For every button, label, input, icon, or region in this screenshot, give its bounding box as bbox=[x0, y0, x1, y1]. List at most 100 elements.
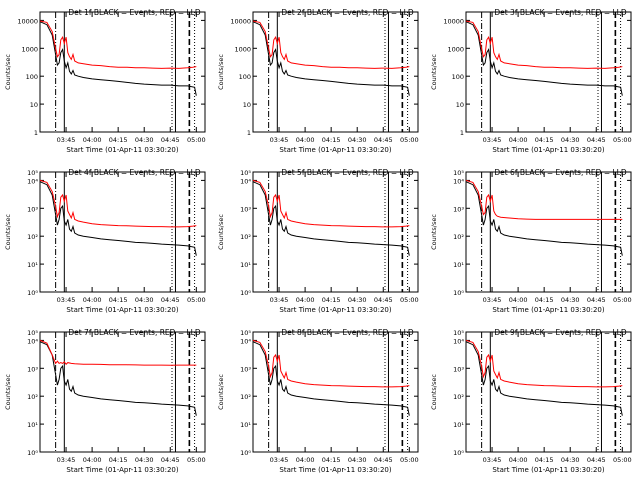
y-tick-label: 10⁴ bbox=[27, 177, 38, 185]
x-tick-label: 04:15 bbox=[322, 296, 341, 304]
chart-title: Det 8f BLACK = Events, RED = LLD bbox=[281, 328, 414, 337]
x-axis-label: Start Time (01-Apr-11 03:30:20) bbox=[66, 466, 178, 474]
plot-frame bbox=[465, 331, 632, 453]
chart-title: Det 5f BLACK = Events, RED = LLD bbox=[281, 168, 414, 177]
y-tick-label: 10³ bbox=[453, 205, 464, 213]
series-line-events bbox=[39, 181, 197, 256]
y-tick-label: 10000 bbox=[17, 17, 38, 25]
y-tick-label: 10¹ bbox=[240, 261, 251, 269]
x-axis-label: Start Time (01-Apr-11 03:30:20) bbox=[492, 466, 604, 474]
x-tick-label: 04:30 bbox=[135, 456, 154, 464]
x-axis-label: Start Time (01-Apr-11 03:30:20) bbox=[492, 306, 604, 314]
y-tick-label: 100 bbox=[452, 73, 464, 81]
x-tick-label: 04:30 bbox=[348, 296, 367, 304]
series-line-lld bbox=[252, 179, 410, 228]
y-tick-label: 10000 bbox=[443, 17, 464, 25]
series-line-lld bbox=[252, 20, 410, 69]
plot-frame bbox=[465, 171, 632, 293]
plot-frame bbox=[252, 331, 419, 453]
chart-title: Det 4f BLACK = Events, RED = LLD bbox=[68, 168, 201, 177]
x-tick-label: 04:00 bbox=[296, 136, 315, 144]
y-axis-label: Counts/sec bbox=[4, 374, 12, 410]
y-tick-label: 10⁵ bbox=[240, 329, 251, 337]
x-tick-label: 04:45 bbox=[161, 456, 180, 464]
series-line-events bbox=[465, 341, 623, 416]
y-tick-label: 10² bbox=[240, 233, 251, 241]
y-tick-label: 10³ bbox=[240, 365, 251, 373]
y-tick-label: 10³ bbox=[453, 365, 464, 373]
y-tick-label: 100 bbox=[26, 73, 38, 81]
y-tick-label: 10⁰ bbox=[453, 449, 464, 457]
series-line-events bbox=[465, 181, 623, 256]
plot-frame bbox=[39, 171, 206, 293]
x-tick-label: 04:15 bbox=[109, 136, 128, 144]
x-tick-label: 05:00 bbox=[400, 136, 419, 144]
y-tick-label: 10² bbox=[27, 393, 38, 401]
x-tick-label: 04:45 bbox=[587, 456, 606, 464]
series-line-lld bbox=[465, 20, 623, 69]
x-tick-label: 04:00 bbox=[296, 456, 315, 464]
x-tick-label: 04:15 bbox=[535, 296, 554, 304]
x-tick-label: 04:30 bbox=[135, 136, 154, 144]
y-tick-label: 10³ bbox=[27, 205, 38, 213]
y-axis-label: Counts/sec bbox=[217, 214, 225, 250]
x-tick-label: 04:00 bbox=[296, 296, 315, 304]
series-line-events bbox=[252, 21, 410, 96]
x-tick-label: 04:30 bbox=[348, 456, 367, 464]
chart-title: Det 7f BLACK = Events, RED = LLD bbox=[68, 328, 201, 337]
x-tick-label: 04:30 bbox=[561, 136, 580, 144]
plot-frame bbox=[39, 331, 206, 453]
series-line-events bbox=[465, 21, 623, 96]
y-axis-label: Counts/sec bbox=[4, 54, 12, 90]
y-tick-label: 10⁰ bbox=[240, 289, 251, 297]
series-line-lld bbox=[465, 339, 623, 388]
chart-panel-9: Det 9f BLACK = Events, RED = LLD 10⁰ 10¹ 10… bbox=[430, 328, 632, 474]
x-tick-label: 05:00 bbox=[400, 296, 419, 304]
y-tick-label: 100 bbox=[239, 73, 251, 81]
x-tick-label: 04:15 bbox=[535, 136, 554, 144]
y-tick-label: 10¹ bbox=[240, 421, 251, 429]
plot-frame bbox=[39, 11, 206, 133]
y-tick-label: 10⁰ bbox=[27, 449, 38, 457]
x-tick-label: 04:45 bbox=[161, 296, 180, 304]
y-tick-label: 10¹ bbox=[27, 421, 38, 429]
x-tick-label: 04:00 bbox=[83, 296, 102, 304]
y-tick-label: 10⁰ bbox=[27, 289, 38, 297]
y-tick-label: 1 bbox=[34, 129, 38, 137]
y-tick-label: 10¹ bbox=[453, 421, 464, 429]
x-tick-label: 04:45 bbox=[374, 136, 393, 144]
x-tick-label: 04:00 bbox=[83, 136, 102, 144]
series-line-lld bbox=[39, 20, 197, 69]
x-tick-label: 04:00 bbox=[83, 456, 102, 464]
y-tick-label: 10⁵ bbox=[240, 169, 251, 177]
y-tick-label: 10 bbox=[456, 101, 464, 109]
x-tick-label: 03:45 bbox=[270, 456, 289, 464]
plot-frame bbox=[465, 11, 632, 133]
x-tick-label: 04:45 bbox=[374, 456, 393, 464]
x-tick-label: 05:00 bbox=[187, 456, 206, 464]
chart-panel-1: Det 1f BLACK = Events, RED = LLD 1 10 100 10… bbox=[4, 8, 206, 154]
x-tick-label: 03:45 bbox=[483, 136, 502, 144]
x-tick-label: 04:45 bbox=[587, 136, 606, 144]
x-tick-label: 04:30 bbox=[135, 296, 154, 304]
x-tick-label: 04:15 bbox=[322, 136, 341, 144]
chart-panel-8: Det 8f BLACK = Events, RED = LLD 10⁰ 10¹ 10… bbox=[217, 328, 419, 474]
y-axis-label: Counts/sec bbox=[217, 54, 225, 90]
y-tick-label: 1 bbox=[247, 129, 251, 137]
y-tick-label: 10¹ bbox=[453, 261, 464, 269]
x-tick-label: 04:45 bbox=[587, 296, 606, 304]
chart-panel-6: Det 6f BLACK = Events, RED = LLD 10⁰ 10¹ 10… bbox=[430, 168, 632, 314]
y-tick-label: 10⁵ bbox=[27, 329, 38, 337]
x-tick-label: 03:45 bbox=[270, 296, 289, 304]
plot-frame bbox=[252, 171, 419, 293]
series-line-events bbox=[252, 341, 410, 416]
x-tick-label: 05:00 bbox=[187, 136, 206, 144]
y-axis-label: Counts/sec bbox=[430, 374, 438, 410]
x-tick-label: 03:45 bbox=[483, 296, 502, 304]
x-tick-label: 05:00 bbox=[400, 456, 419, 464]
x-tick-label: 03:45 bbox=[57, 456, 76, 464]
y-tick-label: 10⁵ bbox=[453, 169, 464, 177]
series-line-lld bbox=[39, 339, 197, 366]
x-tick-label: 04:15 bbox=[109, 456, 128, 464]
series-line-events bbox=[252, 181, 410, 256]
